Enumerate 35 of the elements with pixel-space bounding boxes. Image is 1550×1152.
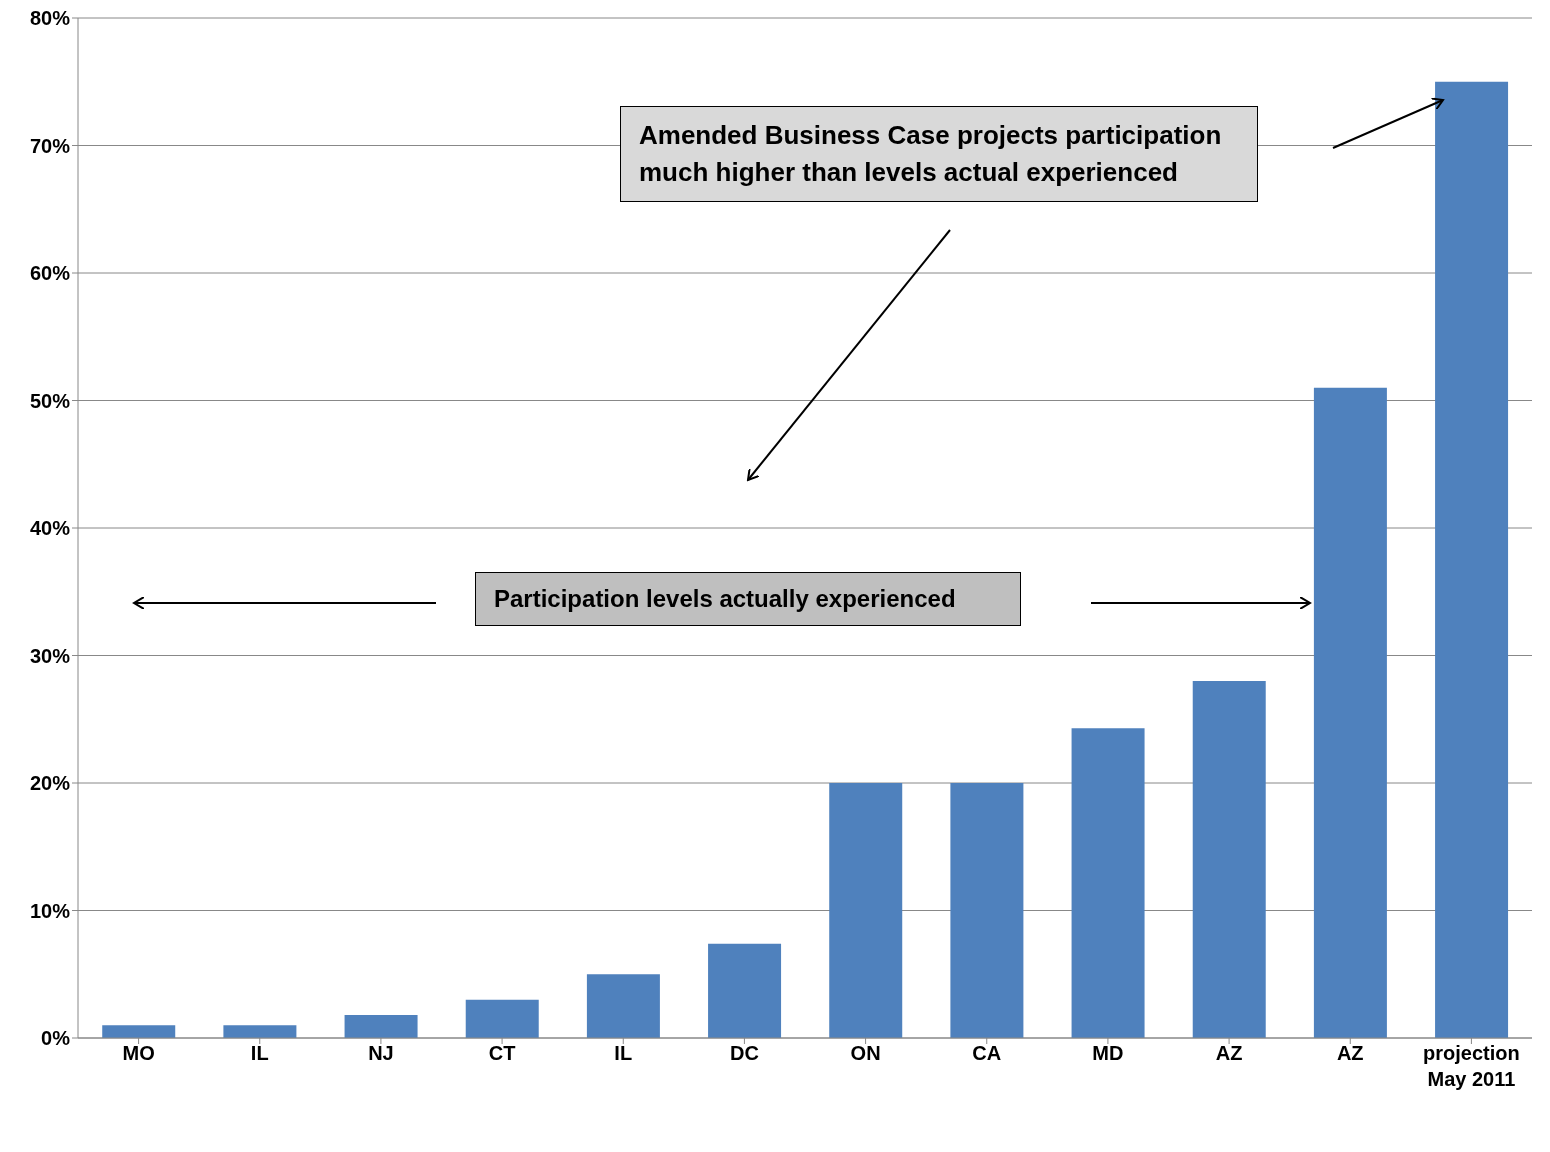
x-tick-label: MO [122, 1042, 155, 1064]
bar [950, 783, 1024, 1038]
x-tick-label: NJ [368, 1042, 394, 1064]
y-tick-label: 70% [29, 134, 71, 157]
x-tick-label: MD [1092, 1042, 1124, 1064]
y-tick-label: 10% [29, 899, 71, 922]
bar [465, 999, 539, 1038]
bar [1071, 728, 1145, 1038]
x-tick-label: IL [250, 1042, 269, 1064]
bar [708, 943, 782, 1038]
x-tick-label: IL [614, 1042, 633, 1064]
bar [1313, 387, 1387, 1038]
y-tick-label: 40% [29, 517, 71, 540]
bar [829, 783, 903, 1038]
bar [1435, 81, 1509, 1038]
callout-box: Amended Business Case projects participation much higher than levels actual experienced [620, 106, 1258, 202]
x-tick-label: projection May 2011 [1423, 1042, 1520, 1090]
y-tick-label: 80% [29, 7, 71, 30]
y-tick-label: 60% [29, 262, 71, 285]
bar [1192, 681, 1266, 1038]
x-tick-label: AZ [1215, 1042, 1243, 1064]
x-tick-label: CT [488, 1042, 516, 1064]
bar [344, 1015, 418, 1038]
bar [102, 1025, 176, 1038]
y-tick-label: 20% [29, 772, 71, 795]
x-tick-label: DC [729, 1042, 759, 1064]
x-tick-label: CA [972, 1042, 1002, 1064]
bar [223, 1025, 297, 1038]
y-tick-label: 50% [29, 389, 71, 412]
x-tick-label: ON [850, 1042, 881, 1064]
y-tick-label: 30% [29, 644, 71, 667]
bar [586, 974, 660, 1038]
x-tick-label: AZ [1336, 1042, 1364, 1064]
callout-box: Participation levels actually experienced [475, 572, 1021, 626]
y-tick-label: 0% [41, 1027, 71, 1050]
